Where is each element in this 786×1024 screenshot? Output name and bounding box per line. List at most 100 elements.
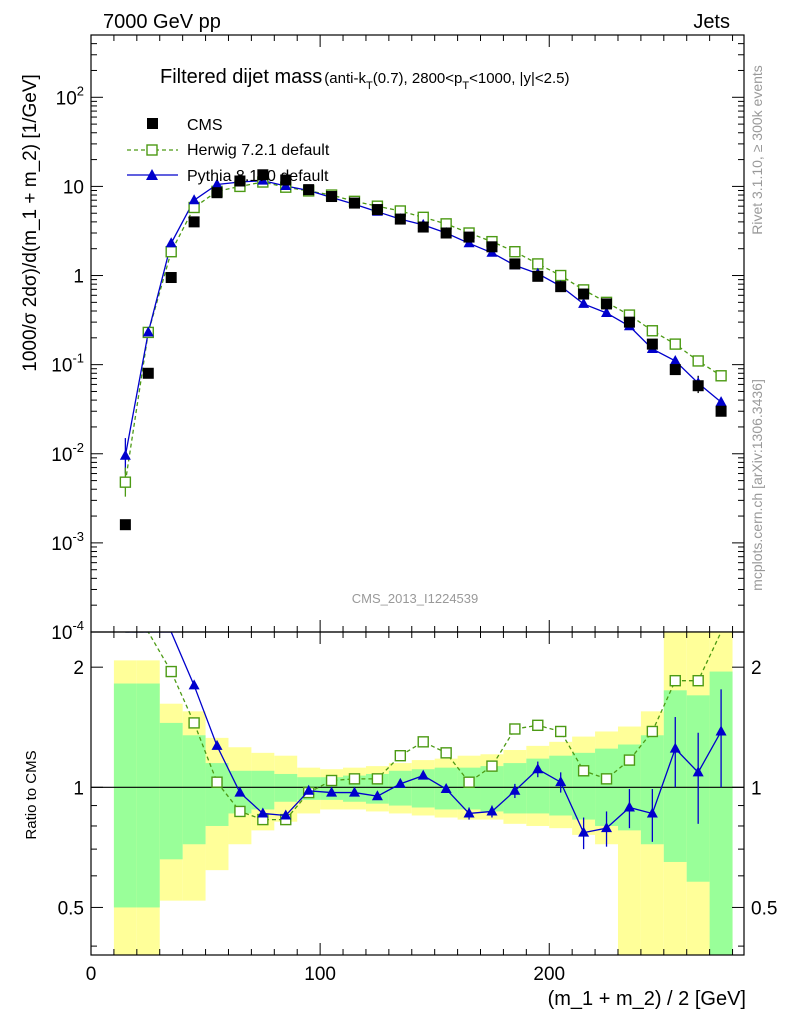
- ratio-band-green: [159, 722, 183, 860]
- cms-point: [623, 316, 635, 328]
- pythia-point: [165, 237, 177, 248]
- legend-cms-label: CMS: [187, 117, 223, 134]
- herwig-point: [509, 246, 521, 258]
- y-tick-exponent: -1: [72, 351, 84, 366]
- ratio-band-green: [365, 773, 389, 804]
- ratio-pythia-point: [463, 807, 475, 818]
- x-tick-label: 0: [86, 964, 97, 985]
- cms-point: [303, 184, 315, 196]
- ratio-pythia-point: [371, 790, 383, 801]
- y-tick-exponent: 2: [77, 83, 84, 98]
- y-tick-exponent: -3: [72, 529, 84, 544]
- ratio-pythia-point: [486, 805, 498, 816]
- y-tick-base: 10: [56, 88, 77, 109]
- chart-title-sub-post: <1000, |y|<2.5): [469, 70, 569, 87]
- ratio-pythia-point: [669, 742, 681, 753]
- cms-point: [692, 380, 704, 392]
- legend-cms-marker: [147, 118, 158, 129]
- cms-point: [394, 213, 406, 225]
- ratio-herwig-point: [417, 736, 429, 748]
- ratio-band-green: [136, 683, 160, 908]
- ratio-band-green: [182, 735, 206, 845]
- cms-point: [669, 364, 681, 376]
- cms-point: [188, 216, 200, 228]
- ratio-herwig-point: [623, 754, 636, 766]
- legend-pythia-label: Pythia 8.170 default: [187, 168, 329, 185]
- ratio-pythia-point: [394, 777, 406, 788]
- ratio-pythia-point: [257, 807, 269, 818]
- analysis-label: CMS_2013_I1224539: [352, 591, 479, 606]
- header-left: 7000 GeV pp: [103, 11, 221, 33]
- herwig-line: [124, 181, 722, 483]
- herwig-point: [715, 370, 727, 382]
- pythia-point: [188, 194, 200, 205]
- ratio-y-tick-label: 1: [73, 778, 84, 799]
- y-tick-label: 102: [56, 83, 84, 109]
- y-tick-base: 1: [73, 267, 84, 288]
- ratio-pythia-point: [601, 822, 613, 833]
- y-tick-label: 10-1: [51, 351, 84, 377]
- cms-point: [165, 272, 177, 284]
- source-label: mcplots.cern.ch [arXiv:1306.3436]: [749, 379, 765, 591]
- y-tick-base: 10: [51, 534, 72, 555]
- ratio-herwig-point: [394, 750, 407, 762]
- y-tick-base: 10: [63, 177, 84, 198]
- cms-point: [326, 191, 338, 203]
- ratio-band-green: [251, 770, 275, 810]
- ratio-y-tick-label-right: 1: [751, 778, 762, 799]
- ratio-pythia-point: [692, 766, 704, 777]
- ratio-herwig-point: [486, 760, 498, 772]
- ratio-pythia-point: [715, 725, 727, 736]
- herwig-point: [669, 338, 681, 350]
- y-tick-label: 10: [63, 177, 84, 198]
- cms-point: [371, 204, 383, 216]
- pythia-point: [715, 396, 727, 407]
- y-tick-exponent: -2: [72, 440, 84, 455]
- legend-herwig-marker: [146, 144, 158, 156]
- ratio-pythia-point: [646, 807, 658, 818]
- ratio-herwig-point: [646, 725, 659, 738]
- chart-title-sub-sub2: T: [462, 80, 469, 92]
- legend-pythia-marker: [146, 169, 158, 180]
- ratio-pythia-point: [509, 784, 521, 795]
- chart-title-sub-sub1: T: [366, 80, 373, 92]
- y-tick-exponent: -4: [72, 618, 84, 633]
- ratio-pythia-point: [417, 769, 429, 780]
- ratio-pythia-point: [234, 786, 246, 797]
- cms-point: [532, 270, 544, 282]
- ratio-band-green: [572, 752, 596, 820]
- x-axis-title: (m_1 + m_2) / 2 [GeV]: [548, 988, 746, 1010]
- ratio-y-tick-label: 0.5: [58, 898, 84, 919]
- ratio-herwig-point: [669, 674, 681, 687]
- ratio-band-green: [388, 770, 412, 806]
- ratio-herwig-point: [165, 665, 177, 678]
- cms-point: [463, 231, 475, 243]
- pythia-point: [669, 354, 681, 365]
- herwig-point: [119, 476, 132, 488]
- chart-title-sub-pre: (anti-k: [324, 70, 366, 87]
- herwig-point: [165, 246, 177, 258]
- cms-point: [555, 281, 567, 293]
- ratio-herwig-point: [188, 717, 200, 729]
- ratio-pythia-point: [326, 786, 338, 797]
- ratio-herwig-point: [325, 774, 338, 787]
- pythia-point: [601, 306, 613, 317]
- cms-point: [211, 187, 223, 199]
- ratio-pythia-point: [578, 826, 590, 837]
- cms-point: [646, 338, 658, 350]
- cms-point: [280, 174, 292, 186]
- chart-title-main: Filtered dijet mass: [160, 66, 322, 88]
- pythia-point: [119, 449, 131, 460]
- ratio-pythia-point: [555, 776, 567, 787]
- ratio-y-tick-label-right: 0.5: [751, 898, 777, 919]
- ratio-band-green: [205, 763, 229, 826]
- legend: CMS Herwig 7.2.1 default Pythia 8.170 de…: [127, 117, 330, 185]
- ratio-pythia-point: [280, 809, 292, 820]
- ratio-herwig-point: [509, 723, 521, 735]
- pythia-point: [578, 297, 590, 308]
- cms-point: [417, 221, 429, 233]
- ratio-herwig-point: [577, 765, 590, 777]
- ratio-herwig-point: [692, 674, 704, 687]
- pythia-point: [142, 326, 154, 337]
